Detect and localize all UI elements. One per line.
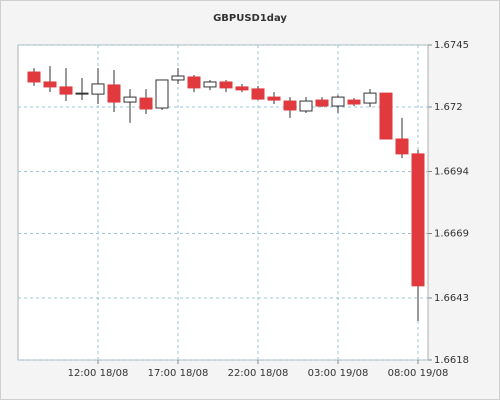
candle-body <box>75 92 89 95</box>
x-tick-label: 03:00 19/08 <box>308 368 369 379</box>
candle-body <box>411 153 425 287</box>
y-tick-label: 1.6669 <box>434 229 469 240</box>
candle-body <box>363 92 377 104</box>
candle-body <box>235 86 249 91</box>
candle-body <box>171 75 185 81</box>
x-tick-label: 12:00 18/08 <box>68 368 129 379</box>
x-tick-label: 17:00 18/08 <box>148 368 209 379</box>
candle-body <box>139 97 153 110</box>
candle-body <box>123 96 137 103</box>
candle-body <box>203 81 217 88</box>
candle-body <box>251 88 265 100</box>
candle-body <box>219 81 233 89</box>
candle-body <box>379 92 393 140</box>
candle-body <box>91 83 105 95</box>
candle-body <box>331 96 345 107</box>
x-tick-label: 08:00 19/08 <box>388 368 449 379</box>
candle-body <box>107 84 121 103</box>
candle-body <box>59 86 73 95</box>
candle-body <box>395 138 409 155</box>
plot-area <box>17 44 429 361</box>
candle-body <box>315 99 329 107</box>
candle-body <box>27 71 41 83</box>
candle-body <box>187 76 201 89</box>
y-tick-label: 1.672 <box>434 102 463 113</box>
chart-title: GBPUSD1day <box>213 13 287 24</box>
y-tick-label: 1.6745 <box>434 40 469 51</box>
y-tick-label: 1.6618 <box>434 355 469 366</box>
candle-body <box>155 79 169 109</box>
x-tick-label: 22:00 18/08 <box>228 368 289 379</box>
y-tick-label: 1.6643 <box>434 293 469 304</box>
candle-body <box>43 81 57 88</box>
y-tick-label: 1.6694 <box>434 166 469 177</box>
candle-body <box>299 100 313 112</box>
candle-body <box>347 99 361 105</box>
candle-body <box>283 100 297 111</box>
candle-body <box>267 96 281 101</box>
